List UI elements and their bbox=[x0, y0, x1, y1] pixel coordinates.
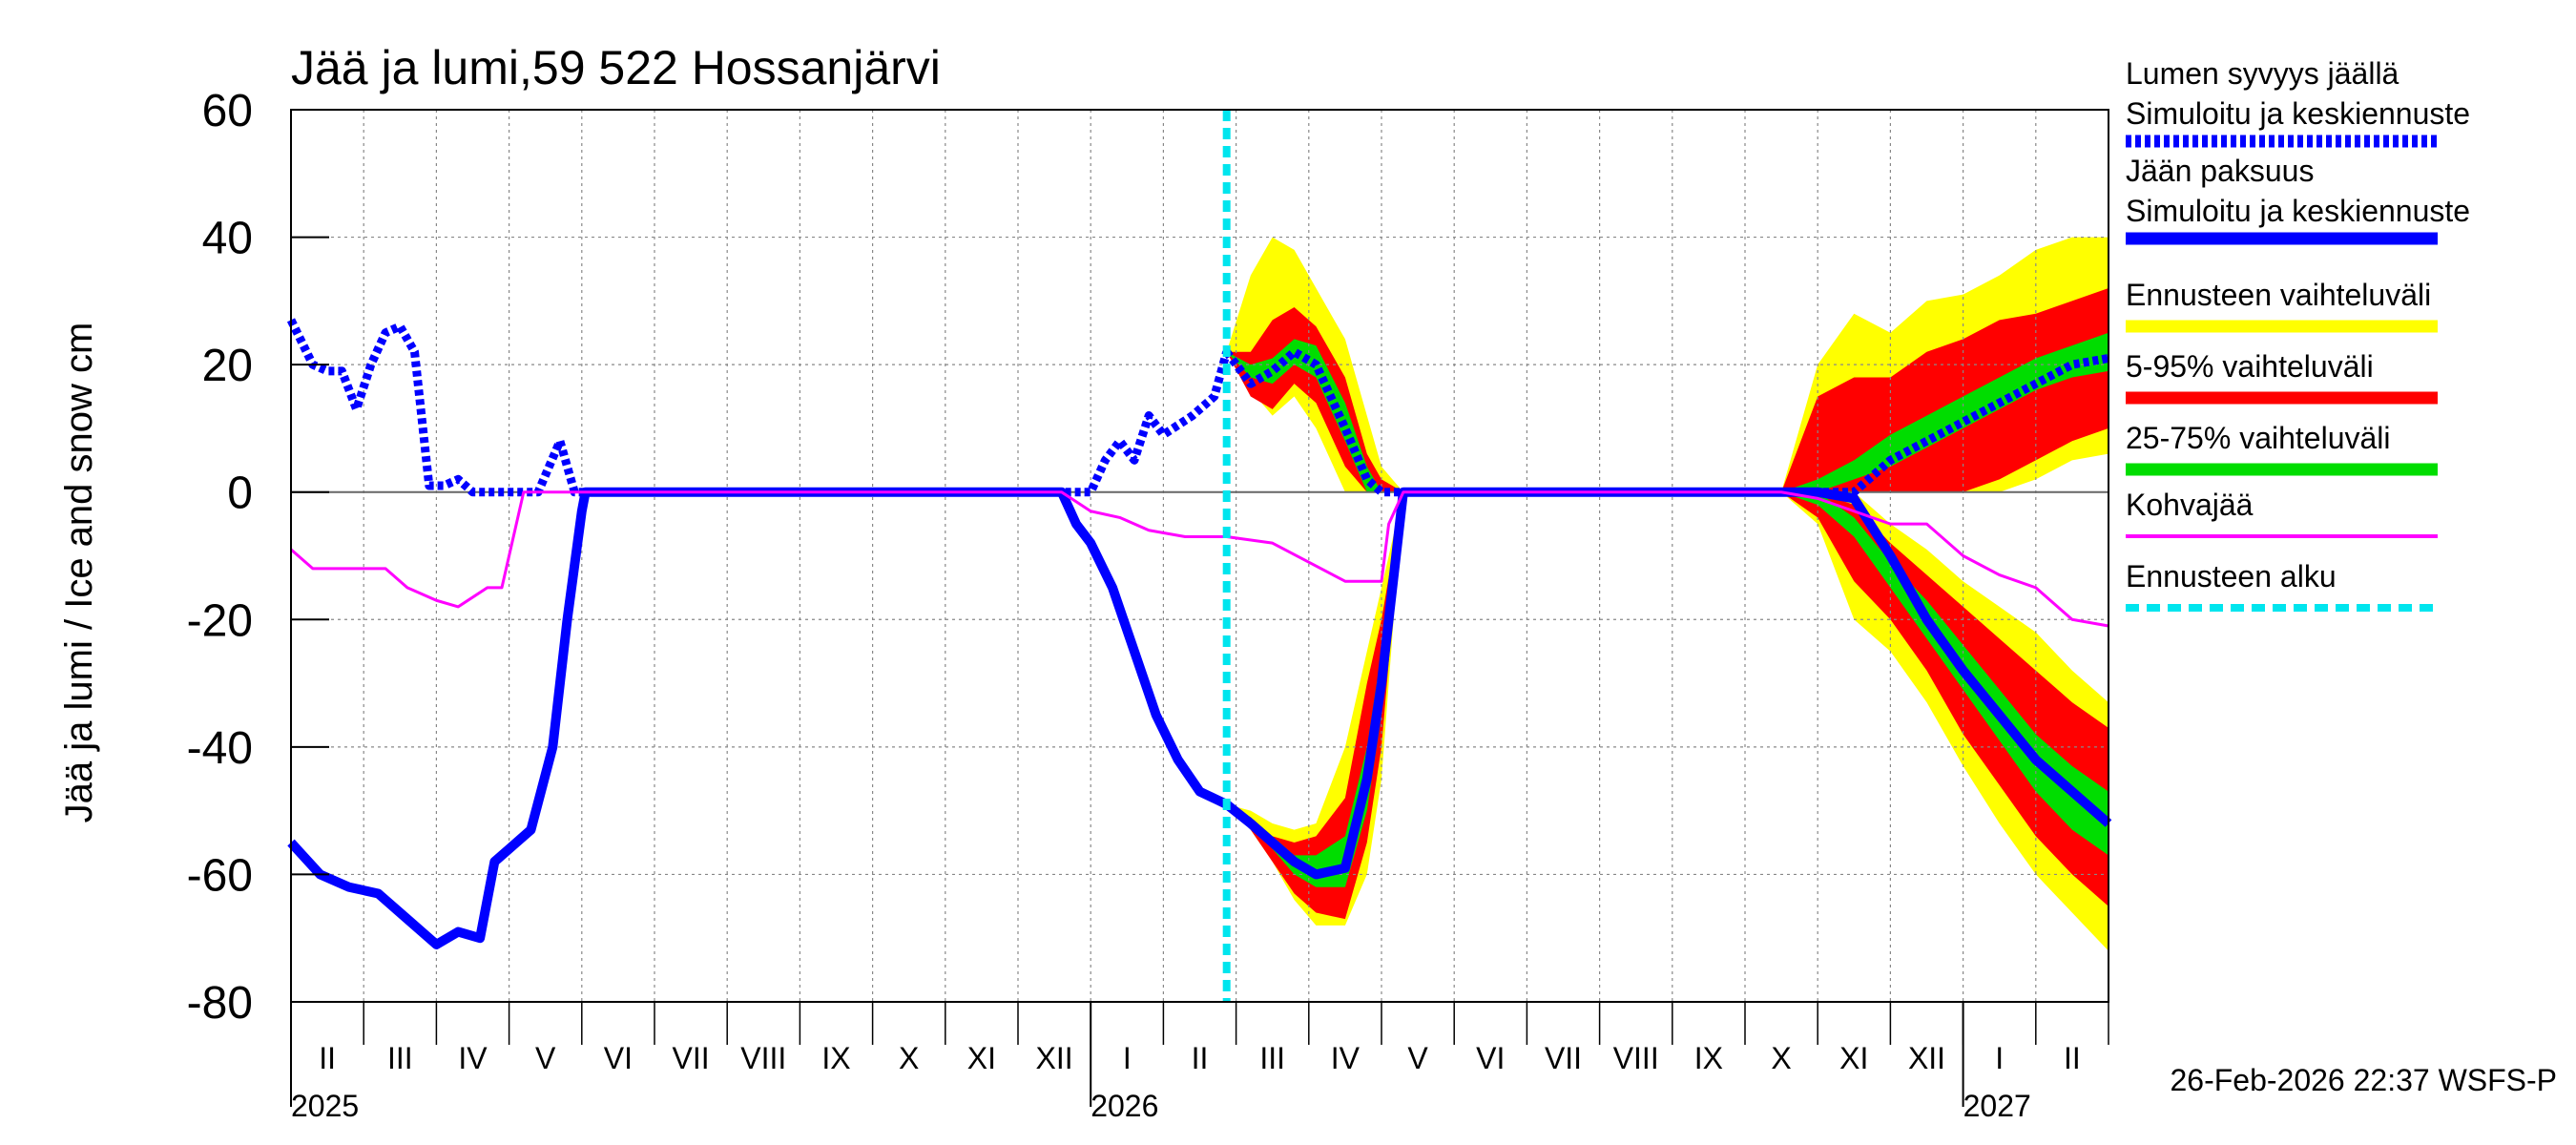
month-label: I bbox=[1123, 1041, 1132, 1075]
month-label: IX bbox=[821, 1041, 850, 1075]
month-label: III bbox=[387, 1041, 413, 1075]
ice-range-band bbox=[1226, 491, 1425, 926]
legend-text: Jään paksuus bbox=[2126, 154, 2314, 188]
chart-title: Jää ja lumi,59 522 Hossanjärvi bbox=[291, 41, 941, 94]
forecast-bands bbox=[1226, 237, 2109, 951]
month-label: V bbox=[1407, 1041, 1428, 1075]
y-tick-label: 20 bbox=[202, 341, 253, 391]
legend-text: Ennusteen alku bbox=[2126, 559, 2337, 593]
legend-text: Lumen syvyys jäällä bbox=[2126, 56, 2399, 91]
y-tick-label: -60 bbox=[187, 850, 253, 901]
month-label: XI bbox=[1839, 1041, 1868, 1075]
month-label: V bbox=[535, 1041, 556, 1075]
ice-thickness-simulated-line bbox=[287, 487, 1229, 949]
month-label: X bbox=[899, 1041, 919, 1075]
snow-5-95-band bbox=[1226, 307, 1425, 492]
month-label: VII bbox=[673, 1041, 710, 1075]
month-label: VIII bbox=[1613, 1041, 1659, 1075]
month-label: VII bbox=[1545, 1041, 1582, 1075]
month-label: II bbox=[1192, 1041, 1209, 1075]
snow-25-75-band bbox=[1226, 339, 1425, 492]
month-label: II bbox=[2064, 1041, 2081, 1075]
month-label: VIII bbox=[740, 1041, 786, 1075]
month-label: II bbox=[319, 1041, 336, 1075]
plot-frame bbox=[290, 109, 2109, 1003]
month-label: IX bbox=[1694, 1041, 1723, 1075]
legend-text: Kohvajää bbox=[2126, 488, 2254, 522]
x-axis-ticks: II III IV V VI VII VIII IX X XI XII I II III IV V VI VII V… bbox=[290, 1002, 2109, 1123]
month-label: VI bbox=[604, 1041, 633, 1075]
y-tick-label: -80 bbox=[187, 978, 253, 1029]
snow-5-95-band-2 bbox=[1781, 288, 2109, 492]
legend-text: Ennusteen vaihteluväli bbox=[2126, 278, 2431, 312]
ice-25-75-band-2 bbox=[1781, 491, 2109, 856]
snow-25-75-band-2 bbox=[1781, 332, 2109, 492]
y-tick-label: 0 bbox=[227, 468, 253, 519]
month-label: X bbox=[1771, 1041, 1791, 1075]
year-label: 2026 bbox=[1091, 1089, 1158, 1123]
y-axis-label: Jää ja lumi / Ice and snow cm bbox=[58, 323, 100, 823]
month-label: VI bbox=[1476, 1041, 1505, 1075]
month-label: I bbox=[1995, 1041, 2004, 1075]
legend-text: Simuloitu ja keskiennuste bbox=[2126, 96, 2470, 131]
snow-depth-simulated-line bbox=[286, 318, 1232, 497]
year-label: 2025 bbox=[291, 1089, 359, 1123]
year-label: 2027 bbox=[1963, 1089, 2031, 1123]
series-lines bbox=[286, 318, 2112, 949]
ice-5-95-band bbox=[1226, 491, 1425, 920]
y-tick-label: 40 bbox=[202, 214, 253, 264]
ice-range-band-2 bbox=[1781, 491, 2109, 951]
ice-thickness-forecast-line bbox=[1223, 487, 2112, 880]
month-label: III bbox=[1259, 1041, 1285, 1075]
ice-5-95-band-2 bbox=[1781, 491, 2109, 906]
y-tick-label: 60 bbox=[202, 86, 253, 136]
snow-depth-forecast-line bbox=[1223, 347, 2109, 497]
legend-text: Simuloitu ja keskiennuste bbox=[2126, 194, 2470, 228]
month-label: IV bbox=[1331, 1041, 1361, 1075]
legend: Lumen syvyys jäällä Simuloitu ja keskienn… bbox=[2126, 56, 2470, 612]
y-tick-label: -40 bbox=[187, 723, 253, 774]
y-axis-ticks: 60 40 20 0 -20 -40 -60 -80 bbox=[187, 86, 329, 1029]
month-label: XII bbox=[1908, 1041, 1945, 1075]
legend-text: 25-75% vaihteluväli bbox=[2126, 421, 2391, 455]
month-label: IV bbox=[458, 1041, 488, 1075]
month-label: XI bbox=[967, 1041, 996, 1075]
month-label: XII bbox=[1036, 1041, 1073, 1075]
legend-text: 5-95% vaihteluväli bbox=[2126, 349, 2374, 384]
footer-timestamp: 26-Feb-2026 22:37 WSFS-P bbox=[2170, 1063, 2557, 1097]
y-tick-label: -20 bbox=[187, 595, 253, 646]
